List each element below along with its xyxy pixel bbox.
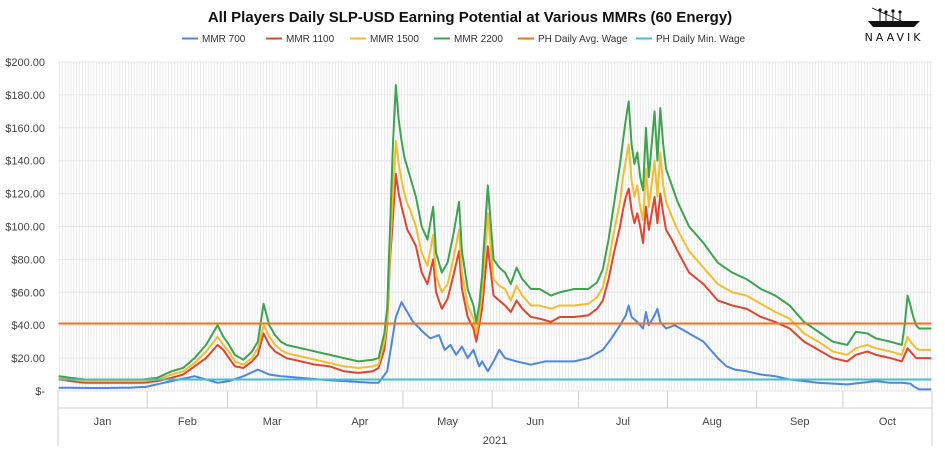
horizontal-gridlines [58, 61, 932, 392]
y-tick-label: $120.00 [5, 189, 45, 201]
month-label: Feb [178, 416, 197, 428]
month-label: Apr [351, 416, 368, 428]
logo-text: NAAVIK [865, 31, 924, 44]
legend-item: PH Daily Min. Wage [636, 34, 746, 45]
month-label: May [437, 416, 458, 428]
y-tick-label: $60.00 [11, 287, 45, 299]
plot-lines [58, 84, 932, 391]
month-label: Oct [879, 416, 896, 428]
y-axis-ticks: $- $20.00 $40.00 $60.00 $80.00 $100.00 $120.00… [5, 57, 45, 398]
naavik-logo: NAAVIK [865, 7, 924, 44]
month-label: Jan [94, 416, 112, 428]
month-label: Aug [702, 416, 722, 428]
legend-label: MMR 2200 [454, 34, 503, 45]
y-tick-label: $160.00 [5, 123, 45, 135]
series-line-mmr-2200 [58, 84, 932, 381]
month-label: Jul [616, 416, 630, 428]
legend-label: PH Daily Min. Wage [656, 34, 746, 45]
legend-item: MMR 1500 [350, 34, 419, 45]
y-tick-label: $140.00 [5, 156, 45, 168]
legend-label: MMR 1100 [286, 34, 335, 45]
y-tick-label: $100.00 [5, 222, 45, 234]
y-tick-label: $40.00 [11, 320, 45, 332]
y-tick-label: $20.00 [11, 353, 45, 365]
y-tick-label: $80.00 [11, 254, 45, 266]
x-axis-year-label: 2021 [483, 435, 507, 447]
legend-item: PH Daily Avg. Wage [518, 34, 628, 45]
legend: MMR 700 MMR 1100 MMR 1500 MMR 2200 PH Daily … [182, 34, 746, 45]
legend-item: MMR 2200 [434, 34, 503, 45]
chart-title: All Players Daily SLP-USD Earning Potent… [208, 9, 732, 26]
boat-logo-icon [868, 7, 920, 27]
legend-label: PH Daily Avg. Wage [538, 34, 628, 45]
y-tick-label: $200.00 [5, 57, 45, 69]
month-label: Jun [526, 416, 544, 428]
month-label: Sep [790, 416, 810, 428]
legend-item: MMR 1100 [266, 34, 335, 45]
series-line-mmr-1100 [58, 172, 932, 384]
month-label: Mar [263, 416, 282, 428]
y-tick-label: $180.00 [5, 90, 45, 102]
y-tick-label: $- [35, 386, 45, 398]
series-line-mmr-1500 [58, 139, 932, 383]
legend-label: MMR 700 [202, 34, 246, 45]
legend-label: MMR 1500 [370, 34, 419, 45]
legend-item: MMR 700 [182, 34, 246, 45]
x-axis: Jan Feb Mar Apr May Jun Jul Aug Sep Oct 2021 [57, 391, 933, 447]
